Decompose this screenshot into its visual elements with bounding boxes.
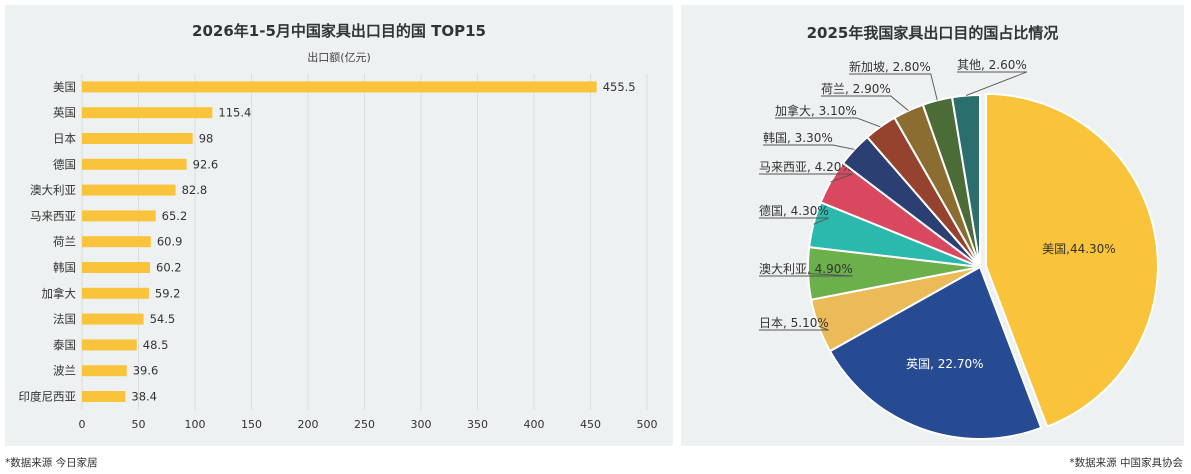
x-tick-label: 150 — [241, 418, 262, 431]
pie-slice-label: 英国, 22.70% — [906, 357, 983, 371]
pie-slice — [828, 265, 1043, 440]
bar-value-label: 60.9 — [157, 235, 183, 249]
y-category-label: 马来西亚 — [30, 209, 76, 223]
bar — [82, 339, 137, 351]
pie-slice-label: 德国, 4.30% — [759, 203, 829, 218]
pie-slice-label: 新加坡, 2.80% — [849, 59, 931, 74]
bar — [82, 313, 144, 325]
pie-slice-label: 加拿大, 3.10% — [775, 103, 857, 118]
bar — [82, 365, 127, 377]
bar — [82, 287, 149, 299]
pie-slice — [984, 92, 1159, 428]
bar — [82, 158, 187, 170]
x-tick-label: 100 — [185, 418, 206, 431]
bar-chart: 0 50 100 150 200 250 300 350 400 450 500 美国 455.5 英国 1… — [19, 74, 658, 431]
pie-leader-line — [821, 95, 909, 111]
y-category-label: 德国 — [53, 157, 76, 171]
pie-leader-line — [759, 217, 829, 225]
bar — [82, 107, 213, 119]
pie-leader-line — [957, 71, 1027, 96]
x-tick-label: 200 — [298, 418, 319, 431]
pie-slice-label: 韩国, 3.30% — [763, 130, 833, 145]
bar-chart-panel: 2026年1-5月中国家具出口目的国 TOP15 出口额(亿元) 0 50 100 1… — [5, 5, 673, 446]
bar — [82, 81, 597, 93]
pie-chart: 美国,44.30% 英国, 22.70% 日本, 5.10% 澳大利亚, 4.90% 德… — [759, 58, 1159, 440]
pie-leader-line — [759, 273, 853, 277]
pie-slice-label: 美国,44.30% — [1042, 242, 1116, 256]
bar — [82, 236, 151, 248]
bar-value-label: 455.5 — [603, 80, 636, 94]
x-tick-label: 300 — [411, 418, 432, 431]
bar — [82, 210, 156, 222]
bar-value-label: 54.5 — [150, 312, 176, 326]
bar — [82, 391, 126, 402]
pie-slice-label: 日本, 5.10% — [759, 316, 829, 330]
y-category-label: 法国 — [53, 312, 76, 326]
bar — [82, 133, 193, 144]
x-tick-label: 0 — [79, 418, 86, 431]
y-category-label: 加拿大 — [42, 286, 77, 300]
pie-leader-line — [759, 325, 829, 331]
bar — [82, 184, 176, 196]
bar — [82, 262, 151, 273]
bar-value-label: 59.2 — [155, 286, 181, 300]
y-category-label: 澳大利亚 — [30, 183, 76, 197]
y-category-label: 英国 — [53, 106, 76, 120]
y-category-label: 美国 — [53, 80, 76, 94]
pie-slice-label: 马来西亚, 4.20% — [759, 160, 853, 174]
y-category-label: 韩国 — [53, 261, 76, 275]
pie-chart-title: 2025年我国家具出口目的国占比情况 — [806, 24, 1059, 42]
pie-slice-label: 其他, 2.60% — [957, 58, 1027, 72]
bar-chart-subtitle: 出口额(亿元) — [307, 51, 371, 64]
bar-value-label: 60.2 — [156, 261, 182, 275]
y-category-label: 荷兰 — [53, 235, 76, 249]
x-tick-label: 350 — [467, 418, 488, 431]
bar-value-label: 82.8 — [182, 183, 208, 197]
right-data-source: *数据来源 中国家具协会 — [1069, 457, 1183, 469]
x-tick-label: 400 — [524, 418, 545, 431]
left-data-source: *数据来源 今日家居 — [5, 457, 98, 469]
pie-leader-line — [775, 117, 881, 128]
bar-chart-title: 2026年1-5月中国家具出口目的国 TOP15 — [192, 22, 486, 40]
x-tick-label: 250 — [354, 418, 375, 431]
pie-chart-panel: 2025年我国家具出口目的国占比情况 美国,44.30% 英国, 22.70% 日本… — [681, 5, 1184, 446]
x-tick-label: 500 — [637, 418, 658, 431]
y-category-label: 泰国 — [53, 338, 76, 352]
y-category-label: 日本 — [53, 132, 76, 146]
bar-value-label: 98 — [199, 132, 214, 146]
bar-value-label: 92.6 — [193, 157, 219, 171]
x-tick-label: 450 — [580, 418, 601, 431]
pie-slice-label: 澳大利亚, 4.90% — [759, 262, 853, 276]
pie-leader-line — [849, 73, 938, 101]
y-category-label: 波兰 — [53, 364, 76, 378]
pie-leader-line — [759, 173, 853, 183]
bar-value-label: 39.6 — [133, 364, 159, 378]
x-tick-label: 50 — [132, 418, 146, 431]
bar-value-label: 65.2 — [162, 209, 188, 223]
bar-value-label: 48.5 — [143, 338, 169, 352]
y-category-label: 印度尼西亚 — [19, 390, 77, 404]
pie-slice-label: 荷兰, 2.90% — [821, 82, 891, 96]
pie-leader-line — [763, 144, 855, 150]
bar-value-label: 38.4 — [131, 390, 157, 404]
bar-value-label: 115.4 — [218, 106, 251, 120]
